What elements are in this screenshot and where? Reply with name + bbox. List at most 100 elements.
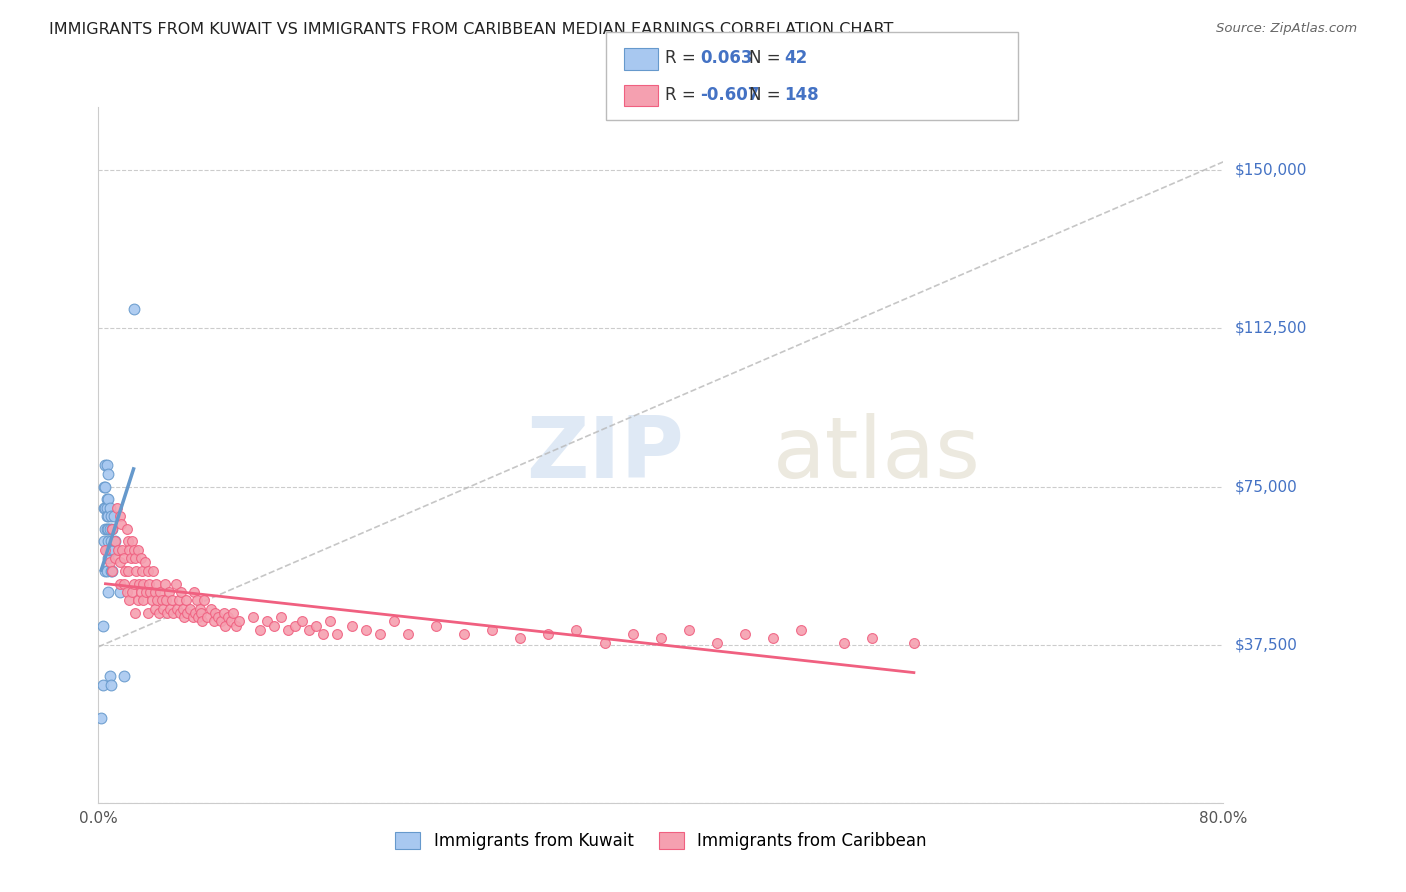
Point	[832, 635, 855, 649]
Point	[97, 509, 120, 524]
Point	[96, 542, 118, 557]
Point	[141, 593, 163, 607]
Point	[94, 458, 117, 473]
Text: Source: ZipAtlas.com: Source: ZipAtlas.com	[1216, 22, 1357, 36]
Point	[183, 585, 205, 599]
Point	[155, 593, 177, 607]
Point	[94, 564, 117, 578]
Point	[143, 585, 166, 599]
Point	[790, 623, 813, 637]
Point	[903, 635, 925, 649]
Point	[152, 602, 174, 616]
Point	[135, 585, 157, 599]
Point	[98, 556, 121, 570]
Point	[97, 585, 120, 599]
Point	[212, 606, 235, 620]
Point	[860, 632, 883, 646]
Point	[112, 551, 135, 566]
Point	[153, 576, 176, 591]
Point	[298, 623, 321, 637]
Point	[100, 509, 122, 524]
Point	[97, 551, 120, 566]
Point	[184, 606, 207, 620]
Point	[181, 610, 204, 624]
Point	[509, 632, 531, 646]
Point	[90, 711, 112, 725]
Point	[172, 602, 194, 616]
Point	[96, 458, 118, 473]
Point	[118, 593, 141, 607]
Point	[94, 522, 117, 536]
Point	[277, 623, 299, 637]
Point	[191, 615, 214, 629]
Legend: Immigrants from Kuwait, Immigrants from Caribbean: Immigrants from Kuwait, Immigrants from …	[388, 826, 934, 857]
Point	[96, 522, 118, 536]
Point	[166, 602, 188, 616]
Point	[132, 576, 155, 591]
Point	[142, 564, 165, 578]
Point	[396, 627, 419, 641]
Point	[107, 542, 129, 557]
Text: atlas: atlas	[773, 413, 981, 497]
Point	[131, 564, 153, 578]
Point	[122, 542, 145, 557]
Point	[94, 500, 117, 515]
Point	[354, 623, 377, 637]
Point	[108, 585, 131, 599]
Point	[305, 618, 328, 632]
Point	[195, 610, 218, 624]
Point	[103, 509, 125, 524]
Point	[129, 585, 152, 599]
Point	[122, 302, 145, 317]
Point	[93, 534, 115, 549]
Point	[103, 542, 125, 557]
Point	[139, 585, 162, 599]
Point	[111, 542, 134, 557]
Point	[204, 606, 226, 620]
Point	[94, 542, 117, 557]
Point	[225, 618, 247, 632]
Point	[217, 610, 239, 624]
Point	[138, 576, 160, 591]
Point	[159, 602, 181, 616]
Point	[136, 606, 159, 620]
Point	[762, 632, 785, 646]
Point	[249, 623, 271, 637]
Point	[96, 509, 118, 524]
Point	[100, 564, 122, 578]
Point	[97, 534, 120, 549]
Point	[312, 627, 335, 641]
Point	[219, 615, 242, 629]
Point	[706, 635, 728, 649]
Point	[112, 576, 135, 591]
Point	[101, 564, 124, 578]
Text: R =: R =	[665, 86, 702, 103]
Point	[118, 542, 141, 557]
Text: R =: R =	[665, 49, 702, 67]
Point	[157, 585, 180, 599]
Text: N =: N =	[749, 49, 786, 67]
Point	[104, 534, 127, 549]
Point	[176, 606, 198, 620]
Point	[148, 606, 170, 620]
Point	[193, 593, 215, 607]
Point	[150, 593, 173, 607]
Point	[200, 602, 222, 616]
Point	[160, 593, 183, 607]
Point	[425, 618, 447, 632]
Text: 0.063: 0.063	[700, 49, 752, 67]
Text: $75,000: $75,000	[1234, 479, 1298, 494]
Point	[270, 610, 292, 624]
Point	[136, 564, 159, 578]
Point	[481, 623, 503, 637]
Point	[96, 500, 118, 515]
Text: IMMIGRANTS FROM KUWAIT VS IMMIGRANTS FROM CARIBBEAN MEDIAN EARNINGS CORRELATION : IMMIGRANTS FROM KUWAIT VS IMMIGRANTS FRO…	[49, 22, 894, 37]
Point	[149, 585, 172, 599]
Text: $37,500: $37,500	[1234, 637, 1298, 652]
Point	[734, 627, 756, 641]
Point	[108, 576, 131, 591]
Point	[124, 606, 146, 620]
Point	[188, 602, 211, 616]
Point	[101, 522, 124, 536]
Point	[167, 593, 190, 607]
